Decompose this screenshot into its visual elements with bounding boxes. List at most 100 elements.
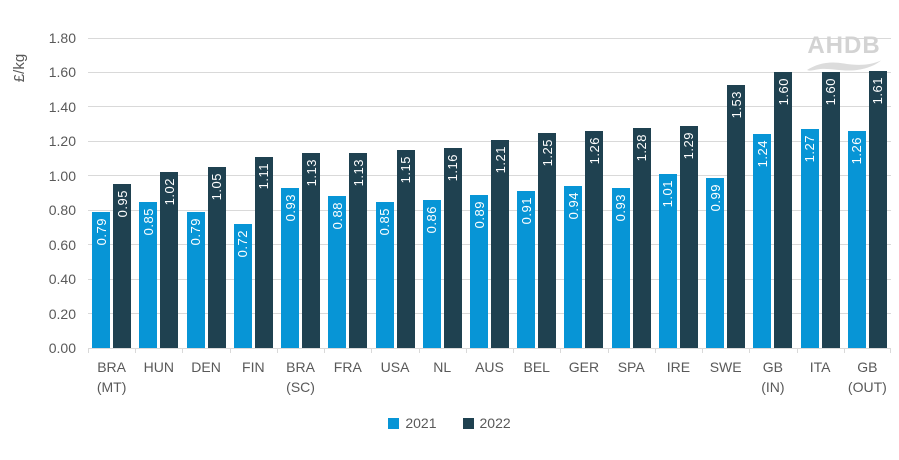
bar-2022-NL: 1.16 xyxy=(443,148,462,348)
bar-2021-BRA-MT: 0.79 xyxy=(92,211,111,348)
x-axis-category-label: SWE xyxy=(709,359,742,375)
x-axis-tickmark xyxy=(513,348,515,353)
x-axis-tickmark xyxy=(749,348,751,353)
gridline xyxy=(88,175,891,177)
y-axis-ticks: 0.00 0.20 0.40 0.60 0.80 1.00 1.20 1.40 1.60 1.80 xyxy=(0,30,76,356)
bar-2021-IRE: 1.01 xyxy=(658,174,677,348)
gridline xyxy=(88,37,891,39)
bar-2021-HUN: 0.85 xyxy=(139,201,158,348)
bar-value-label: 1.60 xyxy=(775,78,791,106)
bar-value-label: 1.28 xyxy=(634,133,650,161)
x-axis-tickmark xyxy=(654,348,656,353)
bar-value-label: 0.72 xyxy=(235,230,251,258)
x-axis-category-label: FIN xyxy=(242,359,265,375)
bar-value-label: 0.88 xyxy=(329,202,345,230)
ahdb-logo-text: AHDB xyxy=(807,32,881,59)
bar-value-label: 1.26 xyxy=(849,137,865,165)
bar-2022-USA: 1.15 xyxy=(396,149,415,348)
bar-value-label: 0.89 xyxy=(471,200,487,229)
legend-swatch-icon xyxy=(462,417,474,429)
bar-value-label: 0.85 xyxy=(377,207,393,235)
x-axis-tickmark xyxy=(796,348,798,353)
x-axis-category-label: GER xyxy=(568,359,600,375)
legend-label: 2021 xyxy=(405,415,437,431)
bar-value-label: 0.86 xyxy=(424,205,440,234)
bar-2022-ITA: 1.60 xyxy=(821,72,840,348)
x-axis-labels: BRA (MT) HUN DEN FIN BRA (SC) FRA USA NL AUS BEL G… xyxy=(88,358,891,402)
bar-2021-BRA-SC: 0.93 xyxy=(281,187,300,348)
bar-2021-SWE: 0.99 xyxy=(706,177,725,348)
x-axis-category-label: NL xyxy=(433,359,452,375)
x-axis-tickmark xyxy=(324,348,326,353)
x-axis-tickmark xyxy=(371,348,373,353)
bar-value-label: 0.95 xyxy=(114,190,130,218)
bar-2021-GB-IN: 1.24 xyxy=(753,134,772,348)
bar-2021-FRA: 0.88 xyxy=(328,196,347,348)
x-axis-tickmark xyxy=(182,348,184,353)
bar-value-label: 0.79 xyxy=(188,217,204,246)
bar-value-label: 1.25 xyxy=(539,138,555,167)
y-axis-tick-label: 0.60 xyxy=(48,236,76,253)
bar-value-label: 1.26 xyxy=(586,137,602,165)
x-axis-category-label: DEN xyxy=(191,359,221,375)
bar-2022-GB-IN: 1.60 xyxy=(774,72,793,348)
gridline xyxy=(88,140,891,142)
bar-2021-NL: 0.86 xyxy=(422,199,441,348)
gridline xyxy=(88,313,891,315)
bar-value-label: 1.02 xyxy=(161,178,177,206)
bar-2022-BRA-SC: 1.13 xyxy=(302,153,321,348)
bar-2022-BEL: 1.25 xyxy=(538,132,557,348)
bar-value-label: 1.29 xyxy=(681,131,697,160)
x-axis-category-label: FRA xyxy=(333,359,362,375)
bar-value-label: 0.93 xyxy=(282,193,298,222)
x-axis-tickmark xyxy=(418,348,420,353)
bar-2021-ITA: 1.27 xyxy=(800,129,819,348)
bar-2022-GB-OUT: 1.61 xyxy=(868,70,887,348)
x-axis-tickmark xyxy=(229,348,231,353)
legend: 2021 2022 xyxy=(0,415,899,431)
bar-value-label: 0.93 xyxy=(613,193,629,222)
x-axis-tickmark xyxy=(607,348,609,353)
legend-swatch-icon xyxy=(388,417,400,429)
x-axis-category-label: IRE xyxy=(666,359,691,375)
bar-2022-SWE: 1.53 xyxy=(727,84,746,348)
bar-2022-GER: 1.26 xyxy=(585,131,604,348)
x-axis-tickmark xyxy=(88,348,89,353)
x-axis-category-label: GB (IN) xyxy=(761,359,785,395)
x-axis-tickmark xyxy=(890,348,891,353)
bar-value-label: 1.13 xyxy=(303,159,319,187)
ahdb-watermark: AHDB xyxy=(806,34,882,73)
x-axis-tickmark xyxy=(843,348,845,353)
bar-2022-DEN: 1.05 xyxy=(207,167,226,348)
x-axis-category-label: BRA (MT) xyxy=(96,359,127,395)
bar-2021-BEL: 0.91 xyxy=(517,191,536,348)
y-axis-tick-label: 0.40 xyxy=(48,271,76,288)
bar-2021-DEN: 0.79 xyxy=(186,211,205,348)
legend-item-2022: 2022 xyxy=(462,415,511,431)
y-axis-tick-label: 1.40 xyxy=(48,98,76,115)
bar-2022-AUS: 1.21 xyxy=(491,139,509,348)
bar-2022-BRA-MT: 0.95 xyxy=(113,184,132,348)
bar-value-label: 0.79 xyxy=(93,217,109,246)
bar-value-label: 1.21 xyxy=(492,145,508,173)
bar-2021-GB-OUT: 1.26 xyxy=(847,131,866,348)
x-axis-tickmark xyxy=(135,348,137,353)
legend-item-2021: 2021 xyxy=(388,415,437,431)
gridline xyxy=(88,106,891,108)
bar-2022-SPA: 1.28 xyxy=(632,127,651,348)
y-axis-tick-label: 1.20 xyxy=(48,133,76,150)
bar-value-label: 1.60 xyxy=(823,78,839,106)
bar-2021-GER: 0.94 xyxy=(564,186,583,348)
bar-value-label: 1.13 xyxy=(350,159,366,187)
gridline xyxy=(88,347,891,349)
bar-value-label: 1.27 xyxy=(802,135,818,163)
bar-value-label: 1.15 xyxy=(398,155,414,184)
bar-2022-HUN: 1.02 xyxy=(160,172,179,348)
ahdb-swoosh-icon xyxy=(807,60,881,71)
plot-area: 0.79 0.85 0.79 0.72 0.93 0.88 0.85 0.86 0.89 0.91… xyxy=(88,37,891,353)
x-axis-category-label: USA xyxy=(380,359,410,375)
bar-value-label: 1.53 xyxy=(728,90,744,118)
gridline xyxy=(88,209,891,211)
x-axis-category-label: AUS xyxy=(475,359,504,375)
